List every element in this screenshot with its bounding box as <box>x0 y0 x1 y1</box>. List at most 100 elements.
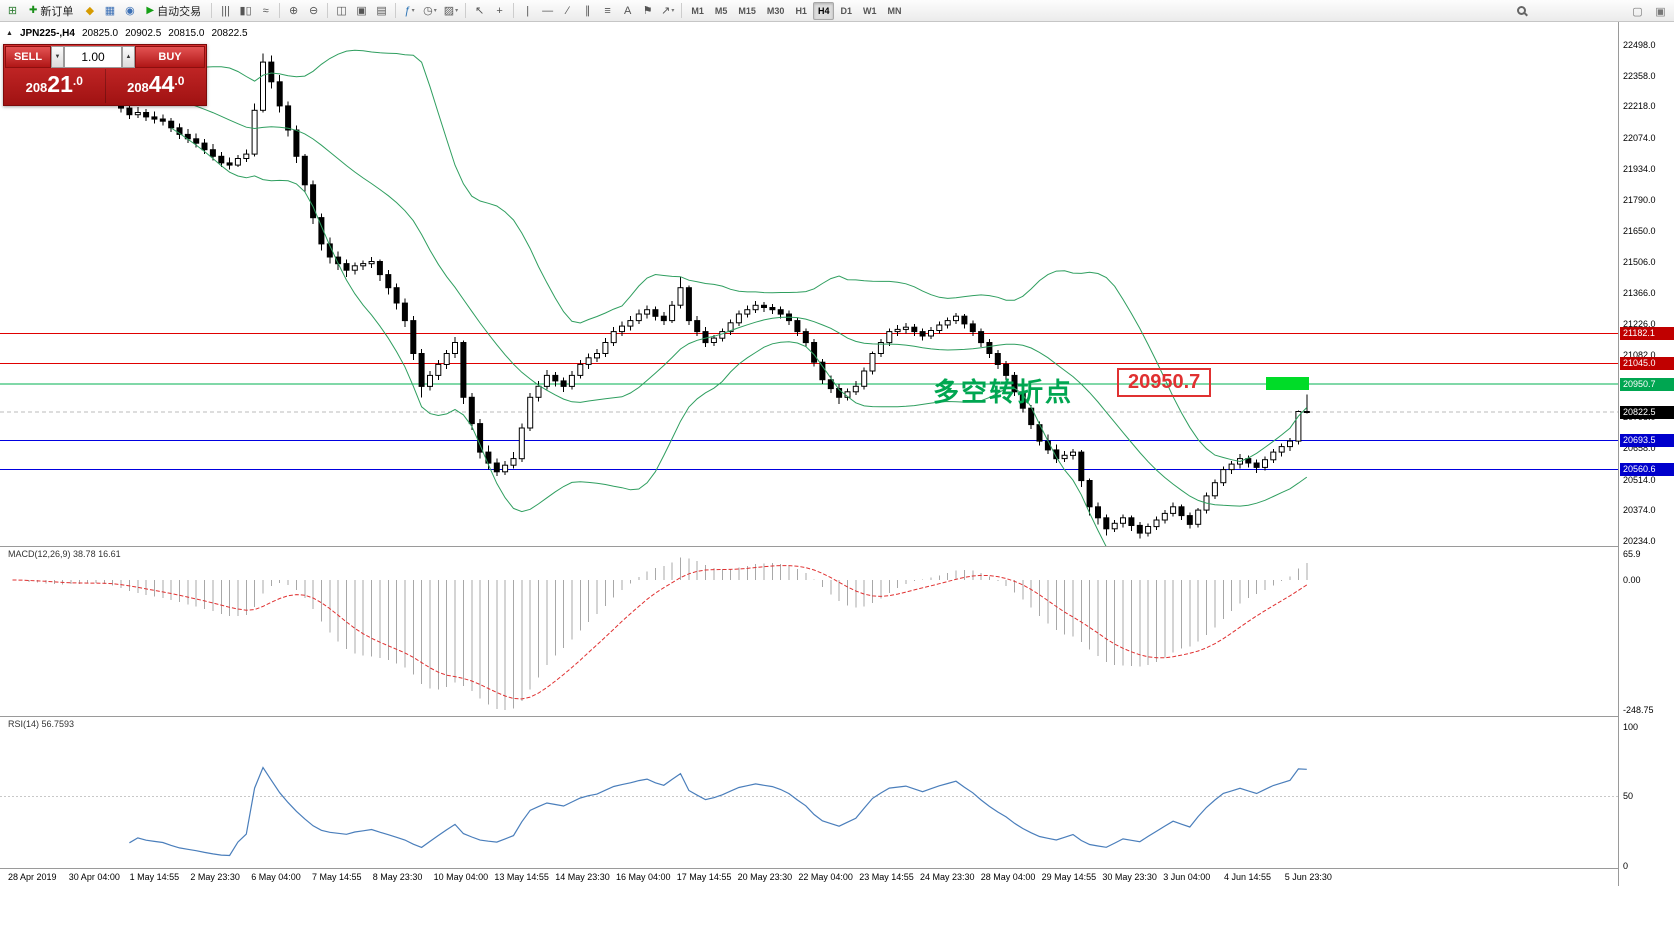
minimize-chart-icon[interactable]: ▢ <box>1632 5 1643 18</box>
horizontal-line-icon[interactable]: — <box>542 4 554 17</box>
cascade-windows-icon[interactable]: ▣ <box>356 5 367 17</box>
chart-title: JPN225-,H4 <box>19 28 75 39</box>
price-axis-label: 20514.0 <box>1623 474 1656 485</box>
timeframe-h4[interactable]: H4 <box>812 1 835 20</box>
periods-icon-dropdown[interactable]: ▾ <box>433 8 437 14</box>
new-order-button[interactable]: ✚ 新订单 <box>23 2 79 20</box>
search-icon[interactable] <box>1512 2 1531 20</box>
chart-low-value: 20815.0 <box>168 28 205 39</box>
one-click-toggle-icon[interactable]: ▲ <box>6 30 13 37</box>
timeframe-d1[interactable]: D1 <box>840 5 852 16</box>
timeframe-m1[interactable]: M1 <box>691 5 704 16</box>
cursor-icon[interactable]: ↖ <box>475 5 485 17</box>
timeframe-m15[interactable]: M15 <box>738 5 756 16</box>
sell-price-big: 21 <box>47 71 73 97</box>
buy-price-frac: .0 <box>174 74 185 88</box>
main-price-chart[interactable] <box>0 22 1618 546</box>
new-chart-icon[interactable]: ⊞ <box>7 5 18 17</box>
price-axis-label: 21082.0 <box>1623 350 1656 361</box>
navigator-icon[interactable]: ◉ <box>125 5 135 17</box>
timeframe-m5[interactable]: M5 <box>714 5 728 16</box>
timeframe-h1[interactable]: H1 <box>795 5 807 16</box>
highlight-rectangle[interactable] <box>1266 377 1309 390</box>
label-icon[interactable]: ⚑ <box>642 5 653 17</box>
pane-separator[interactable] <box>0 868 1674 869</box>
toolbar-separator <box>211 3 213 18</box>
price-axis-label: 21226.0 <box>1623 318 1656 329</box>
time-axis-label: 28 May 04:00 <box>980 872 1036 882</box>
crosshair-icon[interactable]: + <box>496 4 503 17</box>
tile-windows-icon[interactable]: ◫ <box>336 5 347 17</box>
candlestick-chart-icon[interactable]: ▮▯ <box>239 5 252 17</box>
price-callout-box[interactable]: 20950.7 <box>1117 368 1212 397</box>
rsi-axis-label: 100 <box>1623 722 1639 732</box>
turning-point-annotation[interactable]: 多空转折点 <box>933 377 1074 407</box>
sell-button[interactable]: SELL <box>5 46 51 68</box>
price-tag: 20822.5 <box>1620 406 1674 420</box>
buy-price[interactable]: 208 44.0 <box>104 69 207 103</box>
rsi-indicator-pane[interactable] <box>0 717 1618 868</box>
time-axis-label: 30 May 23:30 <box>1102 872 1157 882</box>
timeframe-mn[interactable]: MN <box>887 5 902 16</box>
arrows-icon-dropdown[interactable]: ▾ <box>671 8 675 14</box>
data-window-icon[interactable]: ▦ <box>104 5 116 17</box>
time-axis-label: 13 May 14:55 <box>494 872 549 882</box>
zoom-in-icon[interactable]: ⊕ <box>288 5 299 17</box>
time-axis-label: 17 May 14:55 <box>676 872 732 882</box>
timeframe-w1[interactable]: W1 <box>862 5 877 16</box>
price-axis[interactable]: 22498.0 22358.0 22218.0 22074.0 21934.0 21790… <box>1618 22 1674 886</box>
price-tag: 20693.5 <box>1620 434 1674 448</box>
time-axis-label: 20 May 23:30 <box>737 872 793 882</box>
arrows-icon[interactable]: ↗ ▾ <box>661 5 675 17</box>
new-order-button-label: 新订单 <box>40 5 74 18</box>
time-axis-label: 28 Apr 2019 <box>8 872 57 882</box>
text-icon[interactable]: A <box>623 4 632 17</box>
buy-price-pre: 208 <box>127 80 149 95</box>
new-order-button-icon: ✚ <box>29 5 38 16</box>
chart-info-bar: ▲ JPN225-,H4 20825.0 20902.5 20815.0 208… <box>6 28 248 39</box>
macd-label: MACD(12,26,9) 38.78 16.61 <box>8 549 121 559</box>
volume-decrease-button[interactable]: ▼ <box>51 46 64 68</box>
price-axis-label: 21790.0 <box>1623 195 1656 206</box>
volume-increase-button[interactable]: ▲ <box>122 46 135 68</box>
periods-icon[interactable]: ◷ ▾ <box>423 5 437 17</box>
indicators-icon-dropdown[interactable]: ▾ <box>411 8 415 14</box>
toolbar-separator <box>395 3 397 18</box>
arrange-windows-icon[interactable]: ▤ <box>376 5 387 17</box>
price-tag: 20950.7 <box>1620 377 1674 391</box>
templates-icon-dropdown[interactable]: ▾ <box>455 8 459 14</box>
pane-separator[interactable] <box>0 716 1674 717</box>
autotrading-button-icon: ▶ <box>146 5 155 16</box>
templates-icon[interactable]: ▨ ▾ <box>443 5 459 17</box>
zoom-out-icon[interactable]: ⊖ <box>308 5 319 17</box>
sell-price-frac: .0 <box>72 74 83 88</box>
time-axis-label: 4 Jun 14:55 <box>1224 872 1272 882</box>
profiles-icon[interactable]: ◆ <box>85 5 95 17</box>
toolbar-separator <box>681 3 683 18</box>
trendline-icon[interactable]: ∕ <box>566 4 569 17</box>
time-axis[interactable]: 28 Apr 2019 30 Apr 04:00 1 May 14:55 2 May … <box>0 869 1618 886</box>
restore-chart-icon[interactable]: ▣ <box>1655 5 1666 18</box>
toolbar-separator <box>465 3 467 18</box>
macd-indicator-pane[interactable] <box>0 547 1618 716</box>
channel-icon[interactable]: ∥ <box>584 5 591 17</box>
price-axis-label: 21650.0 <box>1623 225 1656 236</box>
sell-price[interactable]: 208 21.0 <box>4 69 105 103</box>
autotrading-button[interactable]: ▶ 自动交易 <box>140 2 207 20</box>
macd-axis-label: -248.75 <box>1623 705 1654 715</box>
pane-separator[interactable] <box>0 546 1674 547</box>
indicators-icon[interactable]: ƒ ▾ <box>404 4 415 17</box>
price-tag: 20560.6 <box>1620 463 1674 477</box>
vertical-line-icon[interactable]: | <box>526 4 530 17</box>
macd-axis-label: 65.9 <box>1623 549 1641 559</box>
search-lens-icon <box>1517 6 1526 15</box>
bars-chart-icon[interactable]: ||| <box>221 4 230 17</box>
price-axis-label: 22074.0 <box>1623 132 1656 143</box>
price-axis-label: 22218.0 <box>1623 101 1656 112</box>
fibonacci-icon[interactable]: ≡ <box>604 4 611 17</box>
buy-button[interactable]: BUY <box>135 46 205 68</box>
timeframe-m30[interactable]: M30 <box>766 5 785 16</box>
price-axis-label: 22358.0 <box>1623 70 1656 81</box>
line-chart-icon[interactable]: ≈ <box>262 4 269 17</box>
volume-input[interactable]: 1.00 <box>64 46 122 68</box>
